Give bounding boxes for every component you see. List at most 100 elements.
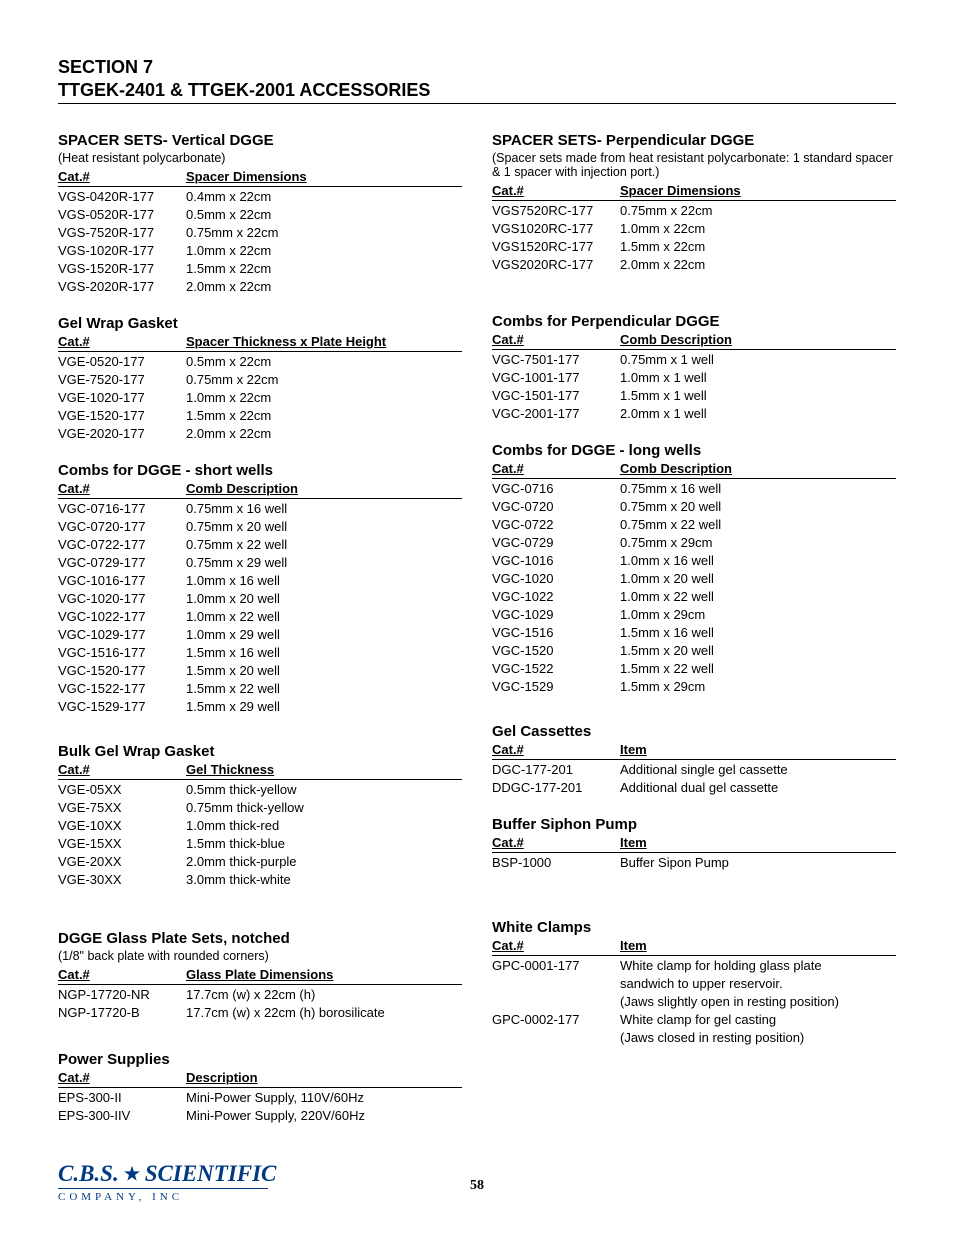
value-cell: Buffer Sipon Pump — [620, 853, 896, 872]
table-row: VGC-15161.5mm x 16 well — [492, 623, 896, 641]
value-cell: 0.4mm x 22cm — [186, 187, 462, 206]
logo-brand-right: SCIENTIFIC — [145, 1162, 277, 1185]
table-row: VGE-75XX0.75mm thick-yellow — [58, 798, 462, 816]
cat-number-cell: VGS-1020R-177 — [58, 241, 186, 259]
product-table: Cat.#Spacer Thickness x Plate HeightVGE-… — [58, 334, 462, 442]
value-cell: 1.5mm thick-blue — [186, 834, 462, 852]
block-title: Combs for Perpendicular DGGE — [492, 313, 896, 330]
table-row: VGE-05XX0.5mm thick-yellow — [58, 780, 462, 799]
cat-number-cell: VGC-1022 — [492, 587, 620, 605]
table-row: VGE-7520-1770.75mm x 22cm — [58, 370, 462, 388]
value-cell: 0.75mm x 22 well — [186, 535, 462, 553]
cat-number-cell: VGE-75XX — [58, 798, 186, 816]
value-cell: 1.5mm x 22cm — [186, 406, 462, 424]
table-row: VGE-10XX1.0mm thick-red — [58, 816, 462, 834]
product-table: Cat.#ItemGPC-0001-177White clamp for hol… — [492, 938, 896, 1046]
table-row: sandwich to upper reservoir. — [492, 974, 896, 992]
logo-top-line: C.B.S. SCIENTIFIC — [58, 1162, 268, 1185]
block-combs-perp: Combs for Perpendicular DGGE Cat.#Comb D… — [492, 313, 896, 422]
cat-number-cell: VGE-30XX — [58, 870, 186, 888]
table-row: VGS1020RC-1771.0mm x 22cm — [492, 219, 896, 237]
cat-number-cell: VGC-2001-177 — [492, 404, 620, 422]
block-title: Bulk Gel Wrap Gasket — [58, 743, 462, 760]
table-row: VGS-0520R-1770.5mm x 22cm — [58, 205, 462, 223]
block-title: Combs for DGGE - long wells — [492, 442, 896, 459]
column-header: Glass Plate Dimensions — [186, 967, 462, 985]
cat-number-cell — [492, 974, 620, 992]
page-footer: C.B.S. SCIENTIFIC COMPANY, INC 58 — [58, 1162, 896, 1203]
value-cell: 0.75mm x 20 well — [186, 517, 462, 535]
table-row: VGC-15201.5mm x 20 well — [492, 641, 896, 659]
table-row: VGC-1001-1771.0mm x 1 well — [492, 368, 896, 386]
table-row: VGC-1516-1771.5mm x 16 well — [58, 643, 462, 661]
company-logo: C.B.S. SCIENTIFIC COMPANY, INC — [58, 1162, 268, 1203]
cat-number-cell: VGE-2020-177 — [58, 424, 186, 442]
cat-number-cell: VGC-1529 — [492, 677, 620, 695]
logo-company-line: COMPANY, INC — [58, 1191, 268, 1203]
table-row: (Jaws closed in resting position) — [492, 1028, 896, 1046]
block-title: Gel Wrap Gasket — [58, 315, 462, 332]
column-header: Comb Description — [620, 332, 896, 350]
cat-number-cell: GPC-0001-177 — [492, 956, 620, 975]
value-cell: 0.5mm thick-yellow — [186, 780, 462, 799]
cat-number-cell: VGC-0720 — [492, 497, 620, 515]
column-header: Cat.# — [58, 762, 186, 780]
product-table: Cat.#ItemDGC-177-201Additional single ge… — [492, 742, 896, 796]
column-header: Cat.# — [58, 334, 186, 352]
cat-number-cell: VGC-0716 — [492, 479, 620, 498]
table-row: NGP-17720-NR17.7cm (w) x 22cm (h) — [58, 985, 462, 1004]
right-column: SPACER SETS- Perpendicular DGGE (Spacer … — [492, 132, 896, 1144]
block-title: Combs for DGGE - short wells — [58, 462, 462, 479]
value-cell: 0.75mm x 22cm — [186, 370, 462, 388]
cat-number-cell: VGS7520RC-177 — [492, 201, 620, 220]
cat-number-cell: VGC-1522-177 — [58, 679, 186, 697]
table-row: VGC-1501-1771.5mm x 1 well — [492, 386, 896, 404]
table-row: VGE-2020-1772.0mm x 22cm — [58, 424, 462, 442]
table-row: VGC-1016-1771.0mm x 16 well — [58, 571, 462, 589]
logo-rule — [58, 1188, 268, 1189]
star-icon — [123, 1165, 141, 1183]
product-table: Cat.#Comb DescriptionVGC-7501-1770.75mm … — [492, 332, 896, 422]
value-cell: 0.5mm x 22cm — [186, 205, 462, 223]
logo-brand-left: C.B.S. — [58, 1162, 119, 1185]
value-cell: 3.0mm thick-white — [186, 870, 462, 888]
value-cell: 1.0mm x 22 well — [186, 607, 462, 625]
cat-number-cell — [492, 992, 620, 1010]
cat-number-cell: VGC-0722 — [492, 515, 620, 533]
value-cell: 1.0mm x 16 well — [620, 551, 896, 569]
value-cell: White clamp for gel casting — [620, 1010, 896, 1028]
block-gel-wrap: Gel Wrap Gasket Cat.#Spacer Thickness x … — [58, 315, 462, 442]
table-row: EPS-300-IIMini-Power Supply, 110V/60Hz — [58, 1088, 462, 1107]
cat-number-cell: VGC-1016 — [492, 551, 620, 569]
cat-number-cell: VGS-0520R-177 — [58, 205, 186, 223]
table-row: BSP-1000Buffer Sipon Pump — [492, 853, 896, 872]
value-cell: 17.7cm (w) x 22cm (h) borosilicate — [186, 1003, 462, 1021]
value-cell: 1.5mm x 20 well — [186, 661, 462, 679]
table-row: VGC-0720-1770.75mm x 20 well — [58, 517, 462, 535]
table-row: VGS-1020R-1771.0mm x 22cm — [58, 241, 462, 259]
value-cell: Additional single gel cassette — [620, 760, 896, 779]
cat-number-cell: VGC-0716-177 — [58, 499, 186, 518]
block-note: (Spacer sets made from heat resistant po… — [492, 151, 896, 179]
value-cell: 0.75mm x 16 well — [620, 479, 896, 498]
cat-number-cell: BSP-1000 — [492, 853, 620, 872]
table-row: VGS7520RC-1770.75mm x 22cm — [492, 201, 896, 220]
value-cell: 1.0mm x 22cm — [186, 241, 462, 259]
block-note: (Heat resistant polycarbonate) — [58, 151, 462, 165]
cat-number-cell: VGE-10XX — [58, 816, 186, 834]
column-header: Spacer Thickness x Plate Height — [186, 334, 462, 352]
value-cell: 1.0mm x 29 well — [186, 625, 462, 643]
cat-number-cell: VGE-20XX — [58, 852, 186, 870]
page-number: 58 — [470, 1178, 484, 1194]
value-cell: 1.5mm x 16 well — [186, 643, 462, 661]
cat-number-cell: VGS1020RC-177 — [492, 219, 620, 237]
value-cell: White clamp for holding glass plate — [620, 956, 896, 975]
cat-number-cell: VGC-1520 — [492, 641, 620, 659]
value-cell: 17.7cm (w) x 22cm (h) — [186, 985, 462, 1004]
cat-number-cell: NGP-17720-NR — [58, 985, 186, 1004]
column-header: Gel Thickness — [186, 762, 462, 780]
value-cell: 2.0mm x 22cm — [186, 277, 462, 295]
cat-number-cell: VGE-15XX — [58, 834, 186, 852]
cat-number-cell: VGE-7520-177 — [58, 370, 186, 388]
cat-number-cell: NGP-17720-B — [58, 1003, 186, 1021]
